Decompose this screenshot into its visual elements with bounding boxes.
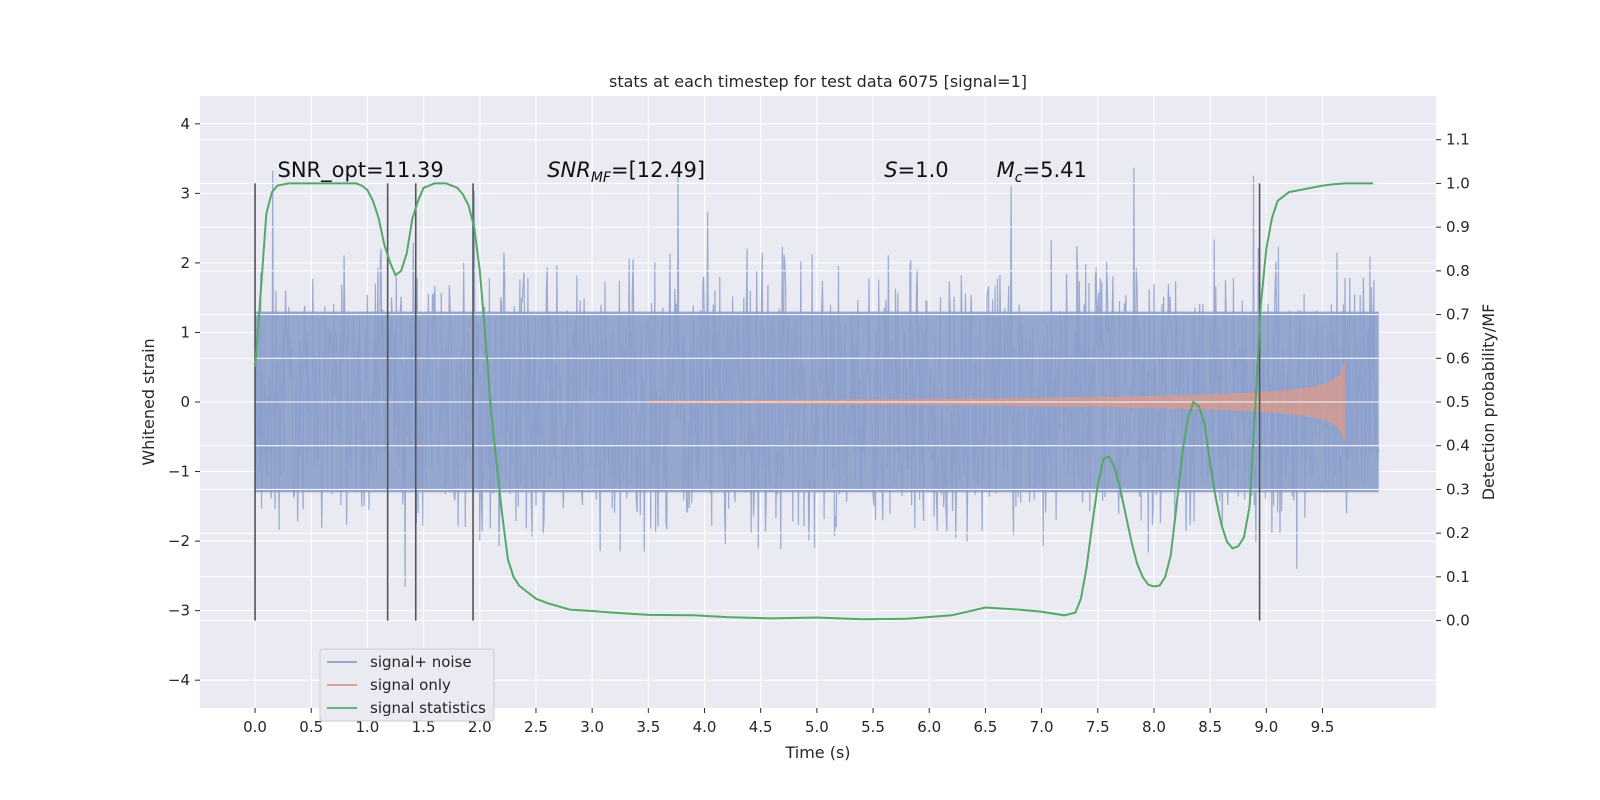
y-left-axis-ticks: 4 3 2 1 0 −1 −2 −3 −4: [168, 115, 200, 689]
x-tick-label-9: 4.5: [749, 718, 773, 736]
legend-label-noise: signal+ noise: [370, 653, 472, 671]
x-tick-label-1: 0.5: [299, 718, 323, 736]
y-right-tick-label-2: 0.9: [1446, 218, 1470, 236]
annotation-0: SNR_opt=11.39: [278, 158, 444, 183]
legend-label-stat: signal statistics: [370, 699, 486, 717]
x-tick-label-11: 5.5: [861, 718, 885, 736]
y-right-tick-label-10: 0.1: [1446, 568, 1470, 586]
x-axis-label: Time (s): [784, 743, 850, 762]
x-tick-label-14: 7.0: [1030, 718, 1054, 736]
y-right-axis-ticks: 1.1 1.0 0.9 0.8 0.7 0.6 0.5 0.4 0.3 0.2 0.1 0.0: [1436, 131, 1470, 630]
x-tick-label-4: 2.0: [468, 718, 492, 736]
x-tick-label-17: 8.5: [1198, 718, 1222, 736]
x-tick-label-10: 5.0: [805, 718, 829, 736]
x-tick-label-19: 9.5: [1311, 718, 1335, 736]
series-signal-statistics: [254, 182, 1374, 621]
x-tick-label-15: 7.5: [1086, 718, 1110, 736]
annotation-2: S=1.0: [884, 158, 948, 182]
x-tick-label-0: 0.0: [243, 718, 267, 736]
x-tick-label-2: 1.0: [355, 718, 379, 736]
y-left-tick-label-7: −3: [168, 602, 190, 620]
x-tick-label-7: 3.5: [636, 718, 660, 736]
x-tick-label-8: 4.0: [693, 718, 717, 736]
y-right-tick-label-5: 0.6: [1446, 349, 1470, 367]
chart-title: stats at each timestep for test data 607…: [609, 72, 1027, 91]
x-tick-label-13: 6.5: [973, 718, 997, 736]
y-right-tick-label-4: 0.7: [1446, 306, 1470, 324]
x-tick-label-5: 2.5: [524, 718, 548, 736]
legend-label-signal: signal only: [370, 676, 451, 694]
event-markers: [254, 183, 1261, 621]
legend: signal+ noise signal only signal statist…: [319, 648, 495, 722]
y-right-tick-label-1: 1.0: [1446, 174, 1470, 192]
y-right-tick-label-0: 1.1: [1446, 131, 1470, 149]
annotation-3: Mc=5.41: [997, 158, 1087, 186]
y-left-tick-label-2: 2: [180, 254, 190, 272]
y-left-tick-label-6: −2: [168, 532, 190, 550]
y-right-tick-label-7: 0.4: [1446, 437, 1470, 455]
x-tick-label-6: 3.0: [580, 718, 604, 736]
y-right-tick-label-8: 0.3: [1446, 480, 1470, 498]
legend-box: [319, 648, 495, 722]
stat-line: [254, 182, 1374, 621]
y-left-tick-label-0: 4: [180, 115, 190, 133]
y-left-tick-label-4: 0: [180, 393, 190, 411]
y-left-tick-label-3: 1: [180, 323, 190, 341]
x-tick-label-3: 1.5: [412, 718, 436, 736]
y-left-tick-label-1: 3: [180, 184, 190, 202]
y-right-tick-label-11: 0.0: [1446, 612, 1470, 630]
y-left-axis-label: Whitened strain: [139, 338, 158, 465]
annotations: SNR_opt=11.39 SNRMF=[12.49] S=1.0 Mc=5.41: [278, 158, 1087, 186]
x-axis-ticks: 0.0 0.5 1.0 1.5 2.0 2.5 3.0 3.5 4.0 4.5 5.0 5.5 6.0 6…: [243, 708, 1334, 736]
y-left-tick-label-8: −4: [168, 671, 190, 689]
x-tick-label-12: 6.0: [917, 718, 941, 736]
grid-y-right: [200, 139, 1436, 622]
y-right-axis-label: Detection probability/MF: [1479, 304, 1498, 501]
y-left-tick-label-5: −1: [168, 463, 190, 481]
x-tick-label-16: 8.0: [1142, 718, 1166, 736]
y-right-tick-label-3: 0.8: [1446, 262, 1470, 280]
x-tick-label-18: 9.0: [1254, 718, 1278, 736]
y-right-tick-label-9: 0.2: [1446, 524, 1470, 542]
y-right-tick-label-6: 0.5: [1446, 393, 1470, 411]
annotation-1: SNRMF=[12.49]: [547, 158, 705, 186]
